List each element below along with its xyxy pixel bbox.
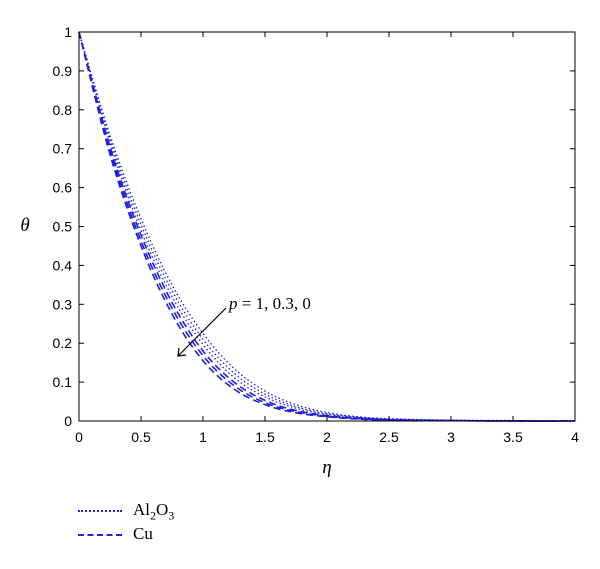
legend-swatch-dotted (78, 510, 122, 512)
series-line-al2o3-p0_3 (78, 31, 576, 422)
x-axis-label: η (322, 457, 331, 478)
annotation-arrow-shaft (177, 307, 227, 357)
annotation-variable: p (228, 294, 238, 313)
annotation-text: p = 1, 0.3, 0 (228, 294, 311, 313)
annotation: p = 1, 0.3, 0 (177, 294, 311, 357)
ticks (78, 31, 576, 422)
plot-marks (78, 31, 576, 422)
x-tick-label: 4 (571, 429, 579, 445)
legend-swatch-dashed (78, 534, 122, 536)
series-line-cu-p0 (78, 31, 576, 422)
series-line-al2o3-p0 (78, 31, 576, 422)
y-tick-label: 0.2 (53, 335, 73, 351)
x-tick-label: 0 (75, 429, 83, 445)
y-tick-label: 0 (64, 413, 72, 429)
y-tick-label: 0.7 (53, 141, 73, 157)
legend-label-cu: Cu (133, 524, 153, 543)
y-tick-label: 0.1 (53, 374, 73, 390)
y-tick-label: 0.9 (53, 63, 73, 79)
x-tick-label: 2 (323, 429, 331, 445)
y-tick-label: 1 (64, 24, 72, 40)
tick-labels: 0 0.5 1 1.5 2 2.5 3 3.5 4 0 0.1 0.2 0.3 0.4 0.5 0.6 0.7 0… (53, 24, 580, 445)
annotation-values: = 1, 0.3, 0 (238, 294, 311, 313)
y-tick-label: 0.3 (53, 296, 73, 312)
plot-frame (78, 31, 576, 422)
series-line-cu-p0_3 (78, 31, 576, 422)
annotation-arrow-head (177, 347, 187, 357)
legend-label-al2o3: Al2O3 (133, 500, 175, 523)
x-tick-label: 2.5 (379, 429, 399, 445)
series-line-cu-p1 (78, 31, 576, 422)
y-tick-label: 0.4 (53, 257, 73, 273)
x-tick-label: 1 (199, 429, 207, 445)
x-tick-label: 0.5 (131, 429, 151, 445)
y-tick-label: 0.6 (53, 180, 73, 196)
series-line-al2o3-p1 (78, 31, 576, 422)
x-tick-label: 3 (447, 429, 455, 445)
y-tick-label: 0.8 (53, 102, 73, 118)
y-tick-label: 0.5 (53, 219, 73, 235)
x-tick-label: 3.5 (503, 429, 523, 445)
y-axis-label: θ (20, 215, 29, 236)
x-tick-label: 1.5 (255, 429, 275, 445)
